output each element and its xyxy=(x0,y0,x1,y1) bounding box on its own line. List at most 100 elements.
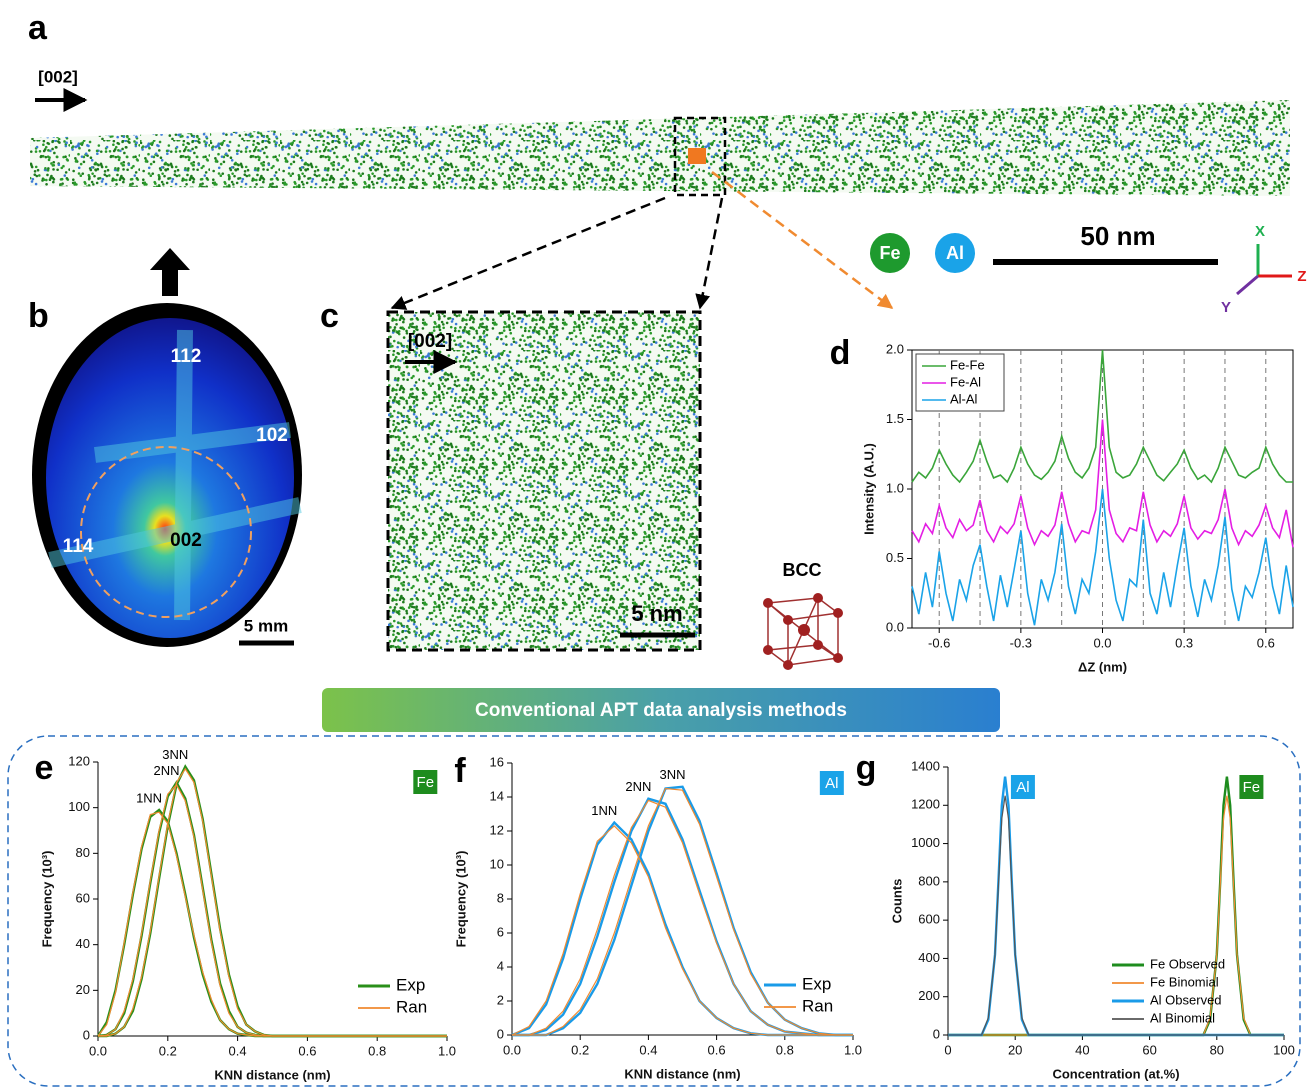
y-axis-label: Frequency (10³) xyxy=(453,851,468,948)
pole-label: 102 xyxy=(256,425,288,446)
panel-label: b xyxy=(28,297,49,335)
scale-label: 50 nm xyxy=(1080,221,1155,251)
x-tick-label: 0.8 xyxy=(776,1042,794,1057)
legend-label: Fe-Fe xyxy=(950,357,985,372)
x-tick-label: 0.0 xyxy=(503,1042,521,1057)
y-tick-label: 6 xyxy=(497,924,504,939)
y-tick-label: 10 xyxy=(490,856,504,871)
badge-label: Fe xyxy=(1243,779,1261,796)
y-tick-label: 200 xyxy=(918,988,940,1003)
y-tick-label: 40 xyxy=(76,936,90,951)
x-tick-label: 0.6 xyxy=(298,1043,316,1058)
y-tick-label: 16 xyxy=(490,754,504,769)
badge-label: Al xyxy=(825,775,838,792)
y-tick-label: 1200 xyxy=(911,797,940,812)
y-tick-label: 2.0 xyxy=(886,341,904,356)
zoom-arrow xyxy=(392,198,665,308)
y-tick-label: 0 xyxy=(933,1026,940,1041)
peak-label: 2NN xyxy=(625,779,651,794)
axis-label: Y xyxy=(1221,299,1231,316)
x-tick-label: 0.2 xyxy=(159,1043,177,1058)
panel-label: g xyxy=(856,749,877,787)
legend-label: Fe Binomial xyxy=(1150,974,1219,989)
legend-label: Fe-Al xyxy=(950,374,981,389)
zoom-arrow xyxy=(700,198,722,308)
x-tick-label: 0.0 xyxy=(89,1043,107,1058)
x-tick-label: 0.4 xyxy=(229,1043,247,1058)
y-tick-label: 12 xyxy=(490,822,504,837)
data-line xyxy=(98,810,447,1036)
panel-label: e xyxy=(35,749,54,787)
atom-map xyxy=(30,100,1290,196)
panel-label: d xyxy=(830,334,851,372)
y-tick-label: 120 xyxy=(68,753,90,768)
x-tick-label: 40 xyxy=(1075,1042,1089,1057)
legend-label: Exp xyxy=(396,975,425,994)
atom-legend-label: Al xyxy=(946,243,964,263)
peak-label: 3NN xyxy=(162,747,188,762)
y-tick-label: 4 xyxy=(497,958,504,973)
x-tick-label: 0.0 xyxy=(1093,635,1111,650)
axis-label: X xyxy=(1255,223,1265,240)
crystal-label: BCC xyxy=(783,560,822,580)
legend-label: Al Binomial xyxy=(1150,1010,1215,1025)
y-tick-label: 80 xyxy=(76,845,90,860)
y-tick-label: 1.0 xyxy=(886,480,904,495)
x-axis-label: Concentration (at.%) xyxy=(1052,1066,1179,1081)
x-tick-label: 0.2 xyxy=(571,1042,589,1057)
pole-label: 114 xyxy=(63,536,94,557)
y-tick-label: 1400 xyxy=(911,758,940,773)
legend-label: Al Observed xyxy=(1150,992,1222,1007)
pole-label: 112 xyxy=(171,346,202,367)
data-line xyxy=(912,420,1293,548)
x-tick-label: -0.3 xyxy=(1010,635,1032,650)
badge-label: Fe xyxy=(417,774,435,791)
x-tick-label: 0.6 xyxy=(1257,635,1275,650)
x-tick-label: 20 xyxy=(1008,1042,1022,1057)
x-tick-label: 0.6 xyxy=(708,1042,726,1057)
data-line xyxy=(98,767,447,1036)
y-tick-label: 1000 xyxy=(911,835,940,850)
data-line xyxy=(98,769,447,1036)
data-line xyxy=(98,812,447,1036)
data-line xyxy=(948,796,1284,1035)
y-tick-label: 400 xyxy=(918,950,940,965)
cube xyxy=(688,148,706,164)
legend-label: Ran xyxy=(802,996,833,1015)
x-tick-label: 100 xyxy=(1273,1042,1295,1057)
x-axis-label: KNN distance (nm) xyxy=(624,1066,740,1081)
data-line xyxy=(948,796,1284,1035)
y-tick-label: 800 xyxy=(918,873,940,888)
legend-label: Exp xyxy=(802,974,831,993)
panel-label: f xyxy=(454,752,466,790)
x-axis-label: ΔZ (nm) xyxy=(1078,659,1127,674)
peak-label: 1NN xyxy=(591,803,617,818)
badge-label: Al xyxy=(1016,779,1029,796)
y-tick-label: 20 xyxy=(76,982,90,997)
x-tick-label: 0.4 xyxy=(639,1042,657,1057)
y-axis-label: Frequency (10³) xyxy=(39,851,54,948)
peak-label: 3NN xyxy=(659,767,685,782)
peak-label: 1NN xyxy=(136,790,162,805)
pole-label: 002 xyxy=(170,530,202,551)
legend-label: Ran xyxy=(396,997,427,1016)
y-tick-label: 2 xyxy=(497,992,504,1007)
x-tick-label: 1.0 xyxy=(438,1043,456,1058)
axis-label: Z xyxy=(1297,268,1306,285)
y-tick-label: 600 xyxy=(918,912,940,927)
x-tick-label: -0.6 xyxy=(928,635,950,650)
y-tick-label: 0 xyxy=(497,1026,504,1041)
y-tick-label: 100 xyxy=(68,799,90,814)
group-frame xyxy=(8,736,1300,1086)
y-axis-label: Intensity (A.U.) xyxy=(861,443,876,535)
figure: a [002] Fe Al 50 nm X Y Z b 112 102 114 … xyxy=(0,0,1309,1087)
legend-label: Al-Al xyxy=(950,391,978,406)
panel-label: a xyxy=(28,9,48,47)
legend-label: Fe Observed xyxy=(1150,956,1225,971)
banner-text: Conventional APT data analysis methods xyxy=(475,700,847,721)
direction-label: [002] xyxy=(408,331,452,352)
up-arrow xyxy=(150,248,190,296)
atom-legend-label: Fe xyxy=(879,243,900,263)
x-tick-label: 80 xyxy=(1210,1042,1224,1057)
x-tick-label: 1.0 xyxy=(844,1042,862,1057)
